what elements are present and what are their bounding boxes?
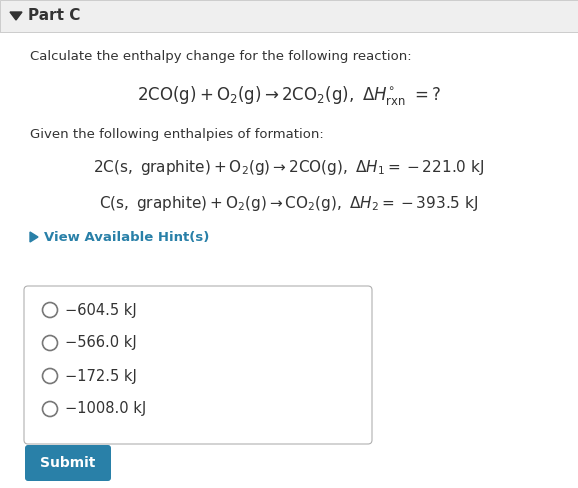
Polygon shape (30, 232, 38, 242)
FancyBboxPatch shape (24, 286, 372, 444)
Text: −172.5 kJ: −172.5 kJ (65, 368, 137, 384)
Text: −566.0 kJ: −566.0 kJ (65, 336, 137, 350)
FancyBboxPatch shape (0, 0, 578, 32)
FancyBboxPatch shape (25, 445, 111, 481)
Text: Given the following enthalpies of formation:: Given the following enthalpies of format… (30, 128, 324, 141)
Text: −1008.0 kJ: −1008.0 kJ (65, 402, 146, 416)
Text: Part C: Part C (28, 8, 80, 23)
Text: −604.5 kJ: −604.5 kJ (65, 303, 137, 318)
FancyBboxPatch shape (0, 32, 578, 488)
Text: $\mathrm{2C(s,\ graphite) + O_2(g) \rightarrow 2CO(g),\ \Delta \mathit{H}_1 = -2: $\mathrm{2C(s,\ graphite) + O_2(g) \righ… (94, 158, 484, 177)
Polygon shape (10, 12, 22, 20)
Text: Submit: Submit (40, 456, 96, 470)
Text: $\mathrm{2CO(g) + O_2(g) \rightarrow 2CO_2(g),\ \Delta \mathit{H}_{rxn}^{\circ}\: $\mathrm{2CO(g) + O_2(g) \rightarrow 2CO… (137, 84, 441, 107)
Text: View Available Hint(s): View Available Hint(s) (44, 230, 209, 244)
Text: Calculate the enthalpy change for the following reaction:: Calculate the enthalpy change for the fo… (30, 50, 412, 63)
Text: $\mathrm{C(s,\ graphite) + O_2(g) \rightarrow CO_2(g),\ \Delta \mathit{H}_2 = -3: $\mathrm{C(s,\ graphite) + O_2(g) \right… (99, 194, 479, 213)
